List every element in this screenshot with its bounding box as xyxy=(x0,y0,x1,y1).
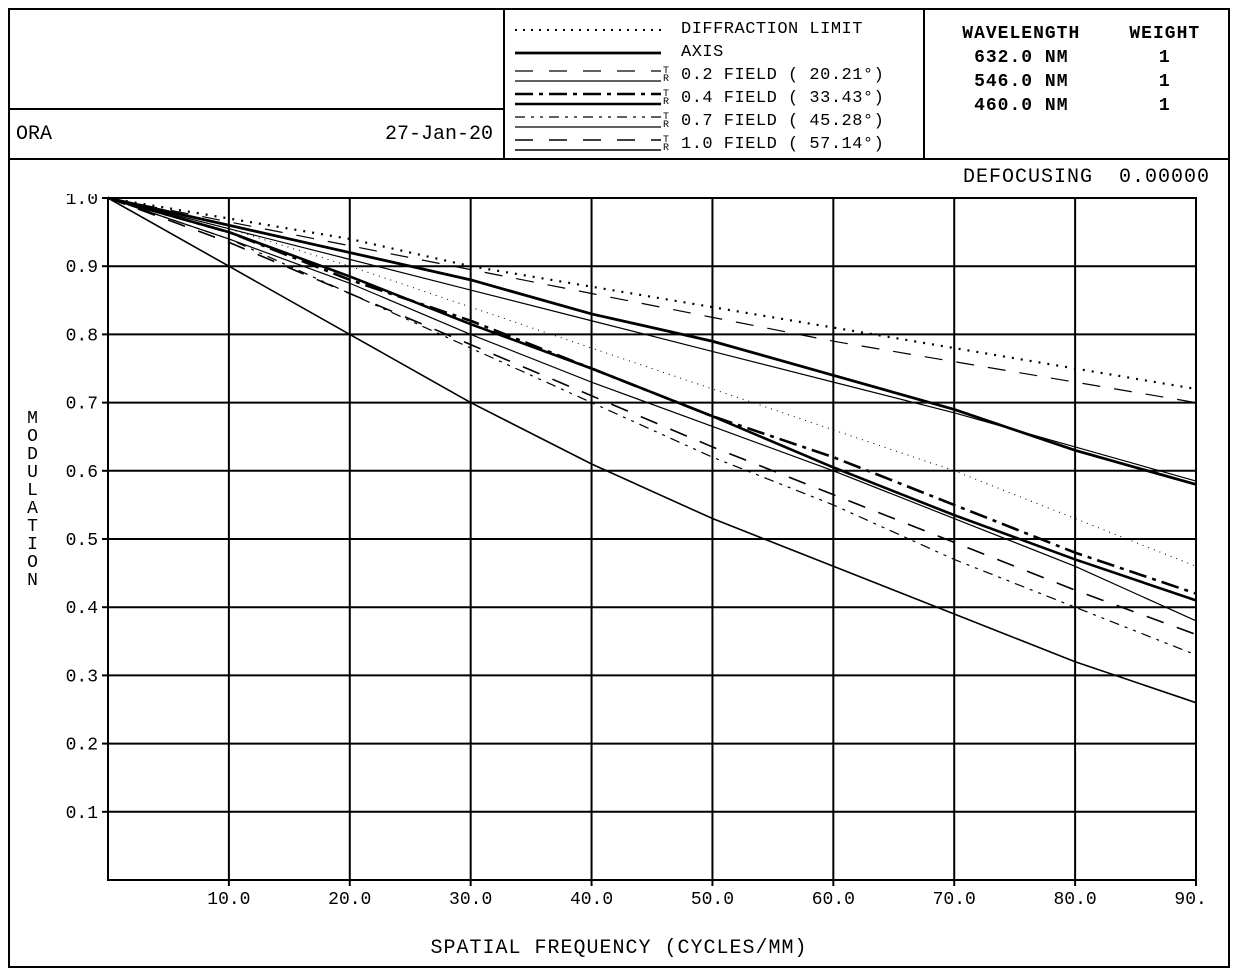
table-row: WAVELENGTH WEIGHT xyxy=(933,22,1220,46)
chart-area: DEFOCUSING 0.00000 MODULATION 0.10.20.30… xyxy=(10,160,1228,966)
legend-swatch xyxy=(513,134,663,156)
series-extra-thin xyxy=(108,198,1196,566)
mtf-plot: 0.1 0.2 0.3 0.4 0.5 0.6 0.7 0.8 0.9 1.0 10.0 20.0 30… xyxy=(64,194,1204,920)
series-1.0T xyxy=(108,198,1196,634)
series-0.7R xyxy=(108,198,1196,621)
series-diffraction xyxy=(108,198,1196,389)
series-1.0R xyxy=(108,198,1196,703)
y-axis-label: MODULATION xyxy=(24,410,42,590)
legend-swatch xyxy=(513,88,663,110)
svg-text:0.7: 0.7 xyxy=(66,395,98,415)
header-strip: ORA 27-Jan-20 DIFFRACTION LIMITAXISTR0.2… xyxy=(10,10,1228,160)
svg-text:70.0: 70.0 xyxy=(933,890,976,910)
svg-text:0.5: 0.5 xyxy=(66,531,98,551)
wavelength-box: WAVELENGTH WEIGHT 632.0 NM 1 546.0 NM 1 … xyxy=(925,10,1228,158)
col-wavelength: WAVELENGTH xyxy=(933,22,1110,46)
svg-text:0.4: 0.4 xyxy=(66,599,98,619)
wl-cell: 632.0 NM xyxy=(933,46,1110,70)
table-row: 546.0 NM 1 xyxy=(933,70,1220,94)
wt-cell: 1 xyxy=(1110,70,1220,94)
legend-tr-marker: TR xyxy=(663,91,677,107)
svg-text:1.0: 1.0 xyxy=(66,194,98,210)
legend-tr-marker: TR xyxy=(663,68,677,84)
legend-label: 1.0 FIELD ( 57.14°) xyxy=(681,136,917,153)
svg-text:90.0: 90.0 xyxy=(1174,890,1204,910)
legend-label: 0.4 FIELD ( 33.43°) xyxy=(681,90,917,107)
legend-tr-marker: TR xyxy=(663,137,677,153)
legend-swatch xyxy=(513,111,663,133)
svg-text:20.0: 20.0 xyxy=(328,890,371,910)
svg-text:0.9: 0.9 xyxy=(66,258,98,278)
svg-text:10.0: 10.0 xyxy=(207,890,250,910)
legend-row: DIFFRACTION LIMIT xyxy=(513,18,917,41)
legend-row: AXIS xyxy=(513,41,917,64)
wavelength-table: WAVELENGTH WEIGHT 632.0 NM 1 546.0 NM 1 … xyxy=(933,22,1220,118)
svg-text:50.0: 50.0 xyxy=(691,890,734,910)
legend-tr-marker: TR xyxy=(663,114,677,130)
header-left: ORA 27-Jan-20 xyxy=(10,10,505,158)
svg-text:0.8: 0.8 xyxy=(66,326,98,346)
legend-label: 0.7 FIELD ( 45.28°) xyxy=(681,113,917,130)
table-row: 460.0 NM 1 xyxy=(933,94,1220,118)
legend-swatch xyxy=(513,65,663,87)
col-weight: WEIGHT xyxy=(1110,22,1220,46)
legend-label: AXIS xyxy=(681,44,917,61)
series-0.2R xyxy=(108,198,1196,481)
wl-cell: 460.0 NM xyxy=(933,94,1110,118)
legend-box: DIFFRACTION LIMITAXISTR0.2 FIELD ( 20.21… xyxy=(505,10,925,158)
defocus-value: 0.00000 xyxy=(1119,166,1210,189)
wt-cell: 1 xyxy=(1110,46,1220,70)
wl-cell: 546.0 NM xyxy=(933,70,1110,94)
legend-row: TR0.4 FIELD ( 33.43°) xyxy=(513,87,917,110)
defocus-text: DEFOCUSING xyxy=(963,166,1093,189)
series-0.4T xyxy=(108,198,1196,594)
svg-text:30.0: 30.0 xyxy=(449,890,492,910)
svg-text:80.0: 80.0 xyxy=(1054,890,1097,910)
legend-swatch xyxy=(513,19,663,41)
wt-cell: 1 xyxy=(1110,94,1220,118)
series-0.2T xyxy=(108,198,1196,403)
legend-label: DIFFRACTION LIMIT xyxy=(681,21,917,38)
figure-frame: ORA 27-Jan-20 DIFFRACTION LIMITAXISTR0.2… xyxy=(8,8,1230,968)
legend-row: TR0.7 FIELD ( 45.28°) xyxy=(513,110,917,133)
legend-row: TR1.0 FIELD ( 57.14°) xyxy=(513,133,917,156)
plot-svg: 0.1 0.2 0.3 0.4 0.5 0.6 0.7 0.8 0.9 1.0 10.0 20.0 30… xyxy=(64,194,1204,920)
svg-text:0.6: 0.6 xyxy=(66,463,98,483)
header-left-info: ORA 27-Jan-20 xyxy=(10,110,503,158)
svg-text:0.1: 0.1 xyxy=(66,804,98,824)
svg-text:40.0: 40.0 xyxy=(570,890,613,910)
date-label: 27-Jan-20 xyxy=(385,123,493,146)
legend-swatch xyxy=(513,42,663,64)
legend-label: 0.2 FIELD ( 20.21°) xyxy=(681,67,917,84)
legend-row: TR0.2 FIELD ( 20.21°) xyxy=(513,64,917,87)
software-label: ORA xyxy=(16,123,52,146)
svg-text:0.3: 0.3 xyxy=(66,667,98,687)
table-row: 632.0 NM 1 xyxy=(933,46,1220,70)
defocus-label: DEFOCUSING 0.00000 xyxy=(963,166,1210,189)
svg-text:0.2: 0.2 xyxy=(66,736,98,756)
series-axis xyxy=(108,198,1196,484)
header-left-blank xyxy=(10,10,503,110)
x-axis-label: SPATIAL FREQUENCY (CYCLES/MM) xyxy=(10,937,1228,960)
svg-text:60.0: 60.0 xyxy=(812,890,855,910)
